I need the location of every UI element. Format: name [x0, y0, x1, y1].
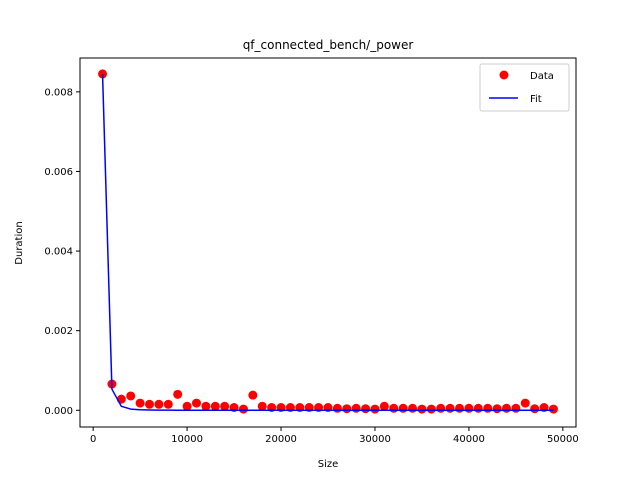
data-point: [342, 404, 352, 414]
x-tick-label: 40000: [453, 434, 485, 445]
legend-fit-label: Fit: [530, 94, 542, 105]
data-point: [163, 399, 173, 409]
data-point: [191, 398, 201, 408]
data-point: [220, 401, 230, 411]
data-point: [361, 404, 371, 414]
data-point: [145, 399, 155, 409]
data-point: [436, 403, 446, 413]
y-tick-label: 0.000: [44, 406, 73, 417]
data-point: [248, 390, 258, 400]
data-point: [398, 403, 408, 413]
data-point: [408, 403, 418, 413]
y-tick-label: 0.004: [44, 247, 73, 258]
legend-data-label: Data: [530, 71, 554, 82]
data-point: [210, 401, 220, 411]
data-point: [135, 398, 145, 408]
data-point: [201, 401, 211, 411]
y-axis-label: Duration: [14, 221, 25, 264]
data-point: [426, 404, 436, 414]
data-point: [417, 404, 427, 414]
data-point: [173, 389, 183, 399]
data-point: [501, 403, 511, 413]
chart-title: qf_connected_bench/_power: [243, 38, 414, 52]
data-point: [379, 401, 389, 411]
data-point: [473, 403, 483, 413]
fit-line: [101, 73, 554, 412]
data-point: [238, 404, 248, 414]
data-point: [182, 401, 192, 411]
data-point: [511, 403, 521, 413]
data-point: [370, 404, 380, 414]
plot-area: [98, 69, 558, 414]
data-point: [492, 404, 502, 414]
data-point: [464, 403, 474, 413]
data-point: [351, 403, 361, 413]
x-tick-label: 10000: [171, 434, 203, 445]
x-tick-label: 20000: [265, 434, 297, 445]
legend: Data Fit: [479, 63, 570, 112]
data-point: [154, 399, 164, 409]
data-point: [530, 404, 540, 414]
x-tick-label: 30000: [359, 434, 391, 445]
x-tick-label: 0: [90, 434, 96, 445]
legend-box: [479, 63, 570, 112]
y-tick-label: 0.006: [44, 167, 73, 178]
data-point: [445, 403, 455, 413]
data-point: [520, 398, 530, 408]
y-axis-ticks: 0.000 0.002 0.004 0.006 0.008: [44, 87, 80, 417]
plot-frame: [79, 57, 577, 428]
data-point: [548, 404, 558, 414]
y-tick-label: 0.002: [44, 326, 73, 337]
data-point: [455, 403, 465, 413]
data-point: [257, 401, 267, 411]
data-point: [389, 403, 399, 413]
x-axis-label: Size: [318, 459, 339, 470]
data-point: [126, 391, 136, 401]
x-tick-label: 50000: [547, 434, 579, 445]
data-point: [483, 403, 493, 413]
y-tick-label: 0.008: [44, 87, 73, 98]
data-point: [332, 403, 342, 413]
x-axis-ticks: 0 10000 20000 30000 40000 50000: [90, 427, 579, 445]
legend-data-marker: [499, 70, 509, 80]
